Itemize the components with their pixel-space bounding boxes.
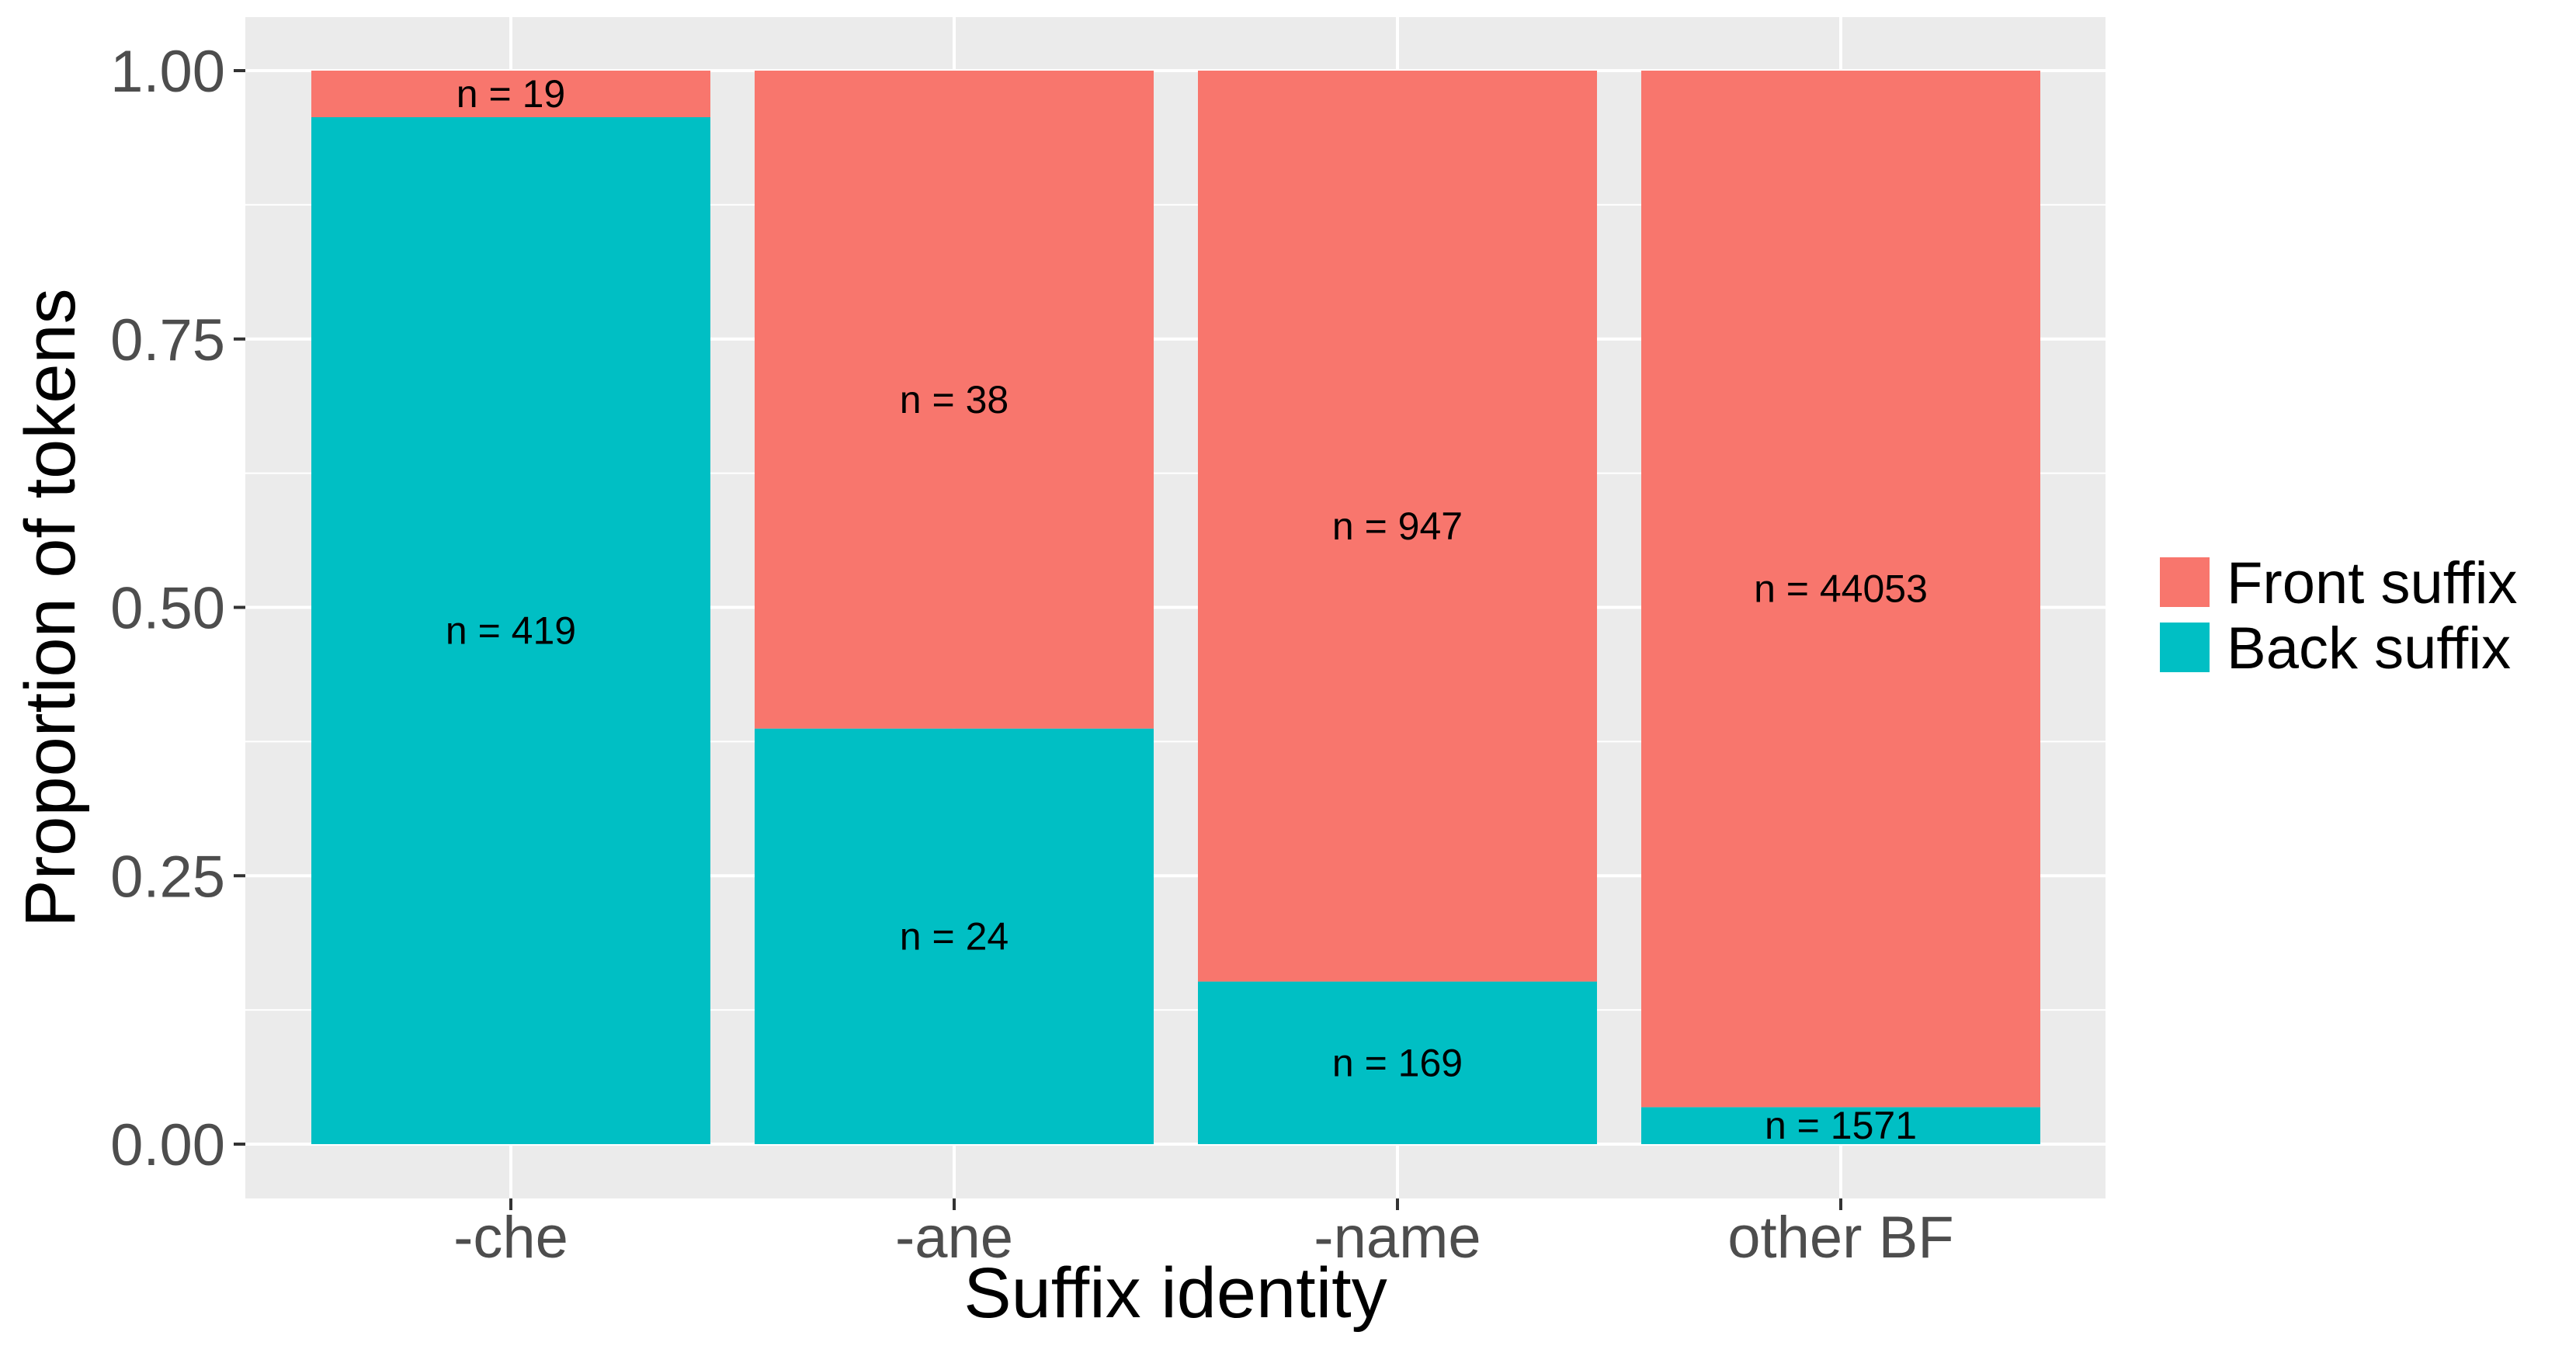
bar-back-suffix [755,728,1154,1144]
y-tick-label: 0.25 [110,844,225,910]
bar-label-front-suffix: n = 947 [1332,505,1463,548]
bar-labels: n = 419 n = 19 n = 24 n = 38 n = 169 n = 947 n… [446,72,1928,1147]
bar-label-back-suffix: n = 169 [1332,1041,1463,1084]
y-tick-label: 1.00 [110,39,225,105]
bar-front-suffix [1198,71,1597,982]
bar-back-suffix [1198,981,1597,1144]
legend-label: Back suffix [2227,616,2511,682]
bar-front-suffix [311,71,710,117]
y-tick-label: 0.50 [110,576,225,642]
legend-key [2160,623,2210,672]
y-axis-title: Proportion of tokens [11,288,90,927]
bar-front-suffix [755,71,1154,729]
x-tick-label: -che [453,1205,568,1271]
bar-back-suffix [311,116,710,1144]
bars [311,71,2040,1144]
legend-key [2160,557,2210,607]
x-tick-label: -name [1314,1205,1481,1271]
bar-front-suffix [1641,71,2040,1108]
bar-back-suffix [1641,1107,2040,1144]
x-axis-title: Suffix identity [963,1254,1387,1333]
bar-label-front-suffix: n = 38 [900,378,1009,421]
x-axis: -che -ane -name other BF [453,1198,1954,1271]
y-tick-label: 0.00 [110,1112,225,1178]
bar-label-front-suffix: n = 19 [457,72,565,116]
bar-label-back-suffix: n = 1571 [1765,1104,1917,1147]
bar-label-front-suffix: n = 44053 [1754,567,1928,611]
bar-label-back-suffix: n = 419 [446,609,576,652]
y-tick-label: 0.75 [110,307,225,373]
bar-label-back-suffix: n = 24 [900,914,1009,958]
legend-label: Front suffix [2227,550,2518,616]
x-tick-label: other BF [1727,1205,1953,1271]
x-tick-label: -ane [895,1205,1013,1271]
y-axis: 0.00 0.25 0.50 0.75 1.00 [110,39,245,1178]
